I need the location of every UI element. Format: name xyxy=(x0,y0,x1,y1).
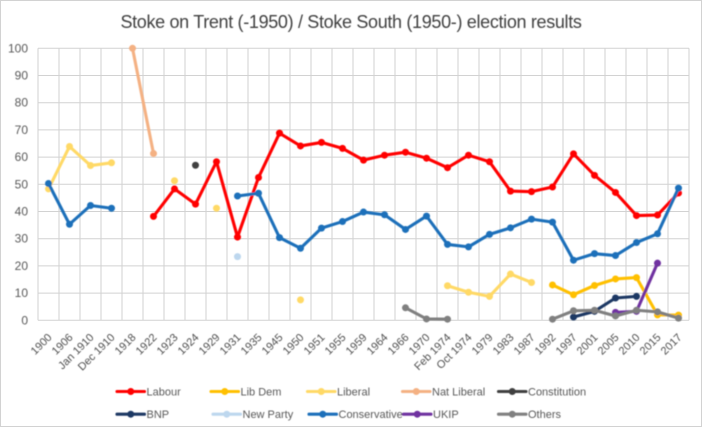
svg-text:Nat Liberal: Nat Liberal xyxy=(432,387,485,399)
svg-text:Liberal: Liberal xyxy=(337,387,370,399)
svg-text:Constitution: Constitution xyxy=(528,387,586,399)
svg-text:20: 20 xyxy=(15,259,29,273)
svg-text:Conservative: Conservative xyxy=(339,409,403,421)
svg-text:New Party: New Party xyxy=(243,409,294,421)
svg-text:70: 70 xyxy=(15,123,29,137)
svg-text:30: 30 xyxy=(15,232,29,246)
svg-text:100: 100 xyxy=(8,41,28,55)
svg-text:Lib Dem: Lib Dem xyxy=(241,387,282,399)
svg-text:BNP: BNP xyxy=(147,409,170,421)
svg-text:Labour: Labour xyxy=(147,387,182,399)
svg-text:Others: Others xyxy=(528,409,562,421)
svg-text:UKIP: UKIP xyxy=(433,409,459,421)
svg-text:60: 60 xyxy=(15,150,29,164)
svg-text:0: 0 xyxy=(21,313,28,327)
svg-text:90: 90 xyxy=(15,69,29,83)
svg-text:Stoke on Trent (-1950) / Stoke: Stoke on Trent (-1950) / Stoke South (19… xyxy=(120,12,581,32)
svg-text:10: 10 xyxy=(15,286,29,300)
svg-text:80: 80 xyxy=(15,96,29,110)
svg-text:50: 50 xyxy=(15,177,29,191)
svg-text:40: 40 xyxy=(15,205,29,219)
